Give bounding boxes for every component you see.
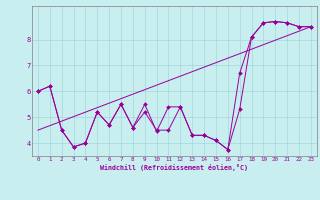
X-axis label: Windchill (Refroidissement éolien,°C): Windchill (Refroidissement éolien,°C) — [100, 164, 248, 171]
